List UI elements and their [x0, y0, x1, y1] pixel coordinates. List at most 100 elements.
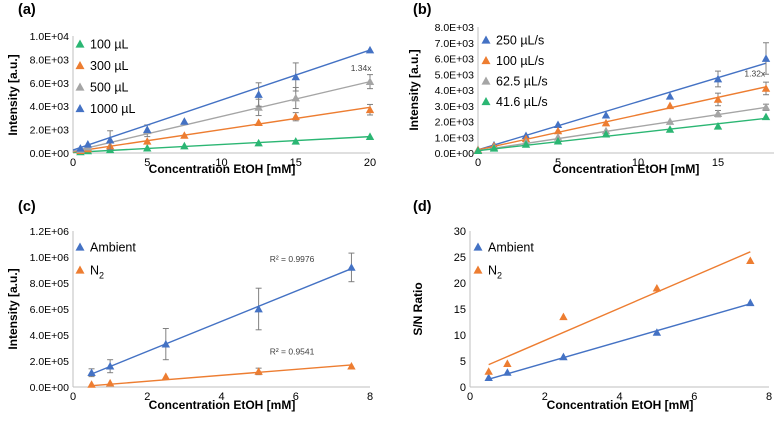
x-tick-label: 4 — [218, 391, 224, 403]
y-tick-label: 25 — [454, 252, 466, 264]
legend-entry: 250 µL/s — [496, 34, 544, 48]
y-tick-label: 1.0E+04 — [30, 31, 70, 43]
y-axis-title: Intensity [a.u.] — [6, 54, 20, 135]
legend-entry: N2 — [90, 264, 104, 281]
x-tick-label: 5 — [144, 157, 150, 169]
legend-entry-subscript: 2 — [99, 271, 104, 281]
legend-entry: 300 µL — [90, 59, 129, 73]
data-point-marker — [746, 298, 755, 307]
legend-entry: Ambient — [488, 241, 534, 255]
legend-entry: 1000 µL — [90, 102, 135, 116]
y-tick-label: 1.2E+06 — [30, 226, 70, 238]
data-point-marker — [559, 352, 568, 361]
y-tick-label: 4.0E+05 — [30, 330, 70, 342]
x-tick-label: 5 — [555, 157, 561, 169]
data-point-marker — [254, 138, 263, 147]
legend-marker — [473, 265, 483, 274]
x-tick-label: 6 — [293, 391, 299, 403]
data-point-marker — [180, 141, 189, 150]
data-point-marker — [291, 72, 300, 81]
panel-label: (d) — [413, 199, 432, 215]
y-tick-label: 20 — [454, 278, 466, 290]
y-tick-label: 5 — [460, 356, 466, 368]
data-point-marker — [83, 140, 93, 148]
data-point-marker — [254, 304, 263, 313]
legend-marker — [75, 104, 85, 113]
y-tick-label: 0 — [460, 382, 466, 394]
x-tick-label: 10 — [215, 157, 227, 169]
panel-label: (b) — [413, 2, 432, 18]
chart-panel-4: (d) 0 2 4 6 8 0 5 10 15 20 25 30 Concentration EtOH [… — [411, 199, 772, 412]
trendline — [72, 135, 371, 154]
data-point-marker — [503, 368, 512, 376]
legend: Ambient N2 — [473, 241, 534, 281]
data-point-marker — [665, 117, 675, 125]
chart-panel-2: (b) 0 5 10 15 0.0E+00 1.0E+03 2.0E+03 3.0E+03 4.0… — [407, 2, 774, 176]
legend-marker — [75, 242, 85, 251]
series-100-l — [72, 132, 375, 156]
data-point-marker — [365, 45, 375, 54]
legend-marker — [75, 39, 85, 48]
legend-entry: 41.6 µL/s — [496, 95, 548, 109]
data-point-marker — [489, 144, 499, 152]
legend-marker — [473, 242, 483, 251]
x-tick-label: 0 — [70, 391, 76, 403]
trendline — [488, 303, 751, 380]
annotation: 1.32x — [744, 69, 766, 79]
data-point-marker — [87, 380, 96, 388]
data-point-marker — [761, 103, 771, 111]
data-point-marker — [553, 133, 563, 141]
legend-entry-label: Ambient — [90, 241, 136, 255]
panel-label: (a) — [18, 2, 36, 18]
series-100-l-s — [473, 81, 771, 154]
legend-entry: 500 µL — [90, 81, 129, 95]
legend-entry-label: Ambient — [488, 241, 534, 255]
data-point-marker — [365, 77, 375, 85]
legend-entry: Ambient — [90, 241, 136, 255]
legend-entry-subscript: 2 — [497, 271, 502, 281]
data-point-marker — [484, 373, 493, 381]
x-tick-label: 15 — [290, 157, 302, 169]
y-tick-label: 30 — [454, 226, 466, 238]
legend-marker — [481, 35, 491, 44]
legend-marker — [481, 76, 491, 85]
data-point-marker — [347, 263, 356, 271]
legend-marker — [75, 265, 85, 274]
data-point-marker — [254, 118, 263, 126]
legend-entry-label: 250 µL/s — [496, 34, 544, 48]
y-tick-label: 10 — [454, 330, 466, 342]
data-point-marker — [601, 111, 611, 119]
data-point-marker — [143, 137, 152, 145]
x-tick-label: 8 — [766, 391, 772, 403]
legend-marker — [481, 56, 491, 65]
data-point-marker — [161, 372, 171, 380]
series-ambient — [484, 298, 755, 381]
data-point-marker — [105, 378, 115, 387]
data-point-marker — [553, 136, 563, 145]
data-point-marker — [254, 367, 263, 375]
y-axis-title: S/N Ratio — [411, 282, 425, 335]
data-point-marker — [180, 117, 189, 125]
y-tick-label: 1.0E+03 — [435, 132, 475, 144]
y-axis-title: Intensity [a.u.] — [407, 49, 421, 130]
data-point-marker — [746, 256, 755, 264]
data-point-marker — [665, 125, 675, 133]
y-tick-label: 4.0E+03 — [435, 85, 475, 97]
data-point-marker — [713, 122, 723, 130]
series-ambient — [87, 252, 356, 378]
data-point-marker — [559, 312, 568, 321]
x-tick-label: 2 — [542, 391, 548, 403]
annotation: R² = 0.9976 — [270, 254, 315, 264]
legend-entry-label: N — [90, 264, 99, 278]
legend-entry-label: 62.5 µL/s — [496, 75, 548, 89]
legend-entry-label: 1000 µL — [90, 102, 135, 116]
legend-entry-label: N — [488, 264, 497, 278]
data-point-marker — [76, 144, 85, 152]
data-point-marker — [713, 109, 723, 117]
series-n — [87, 362, 356, 388]
y-tick-label: 5.0E+03 — [435, 69, 475, 81]
legend-marker — [75, 82, 85, 91]
data-point-marker — [503, 359, 512, 367]
data-point-marker — [521, 140, 531, 148]
